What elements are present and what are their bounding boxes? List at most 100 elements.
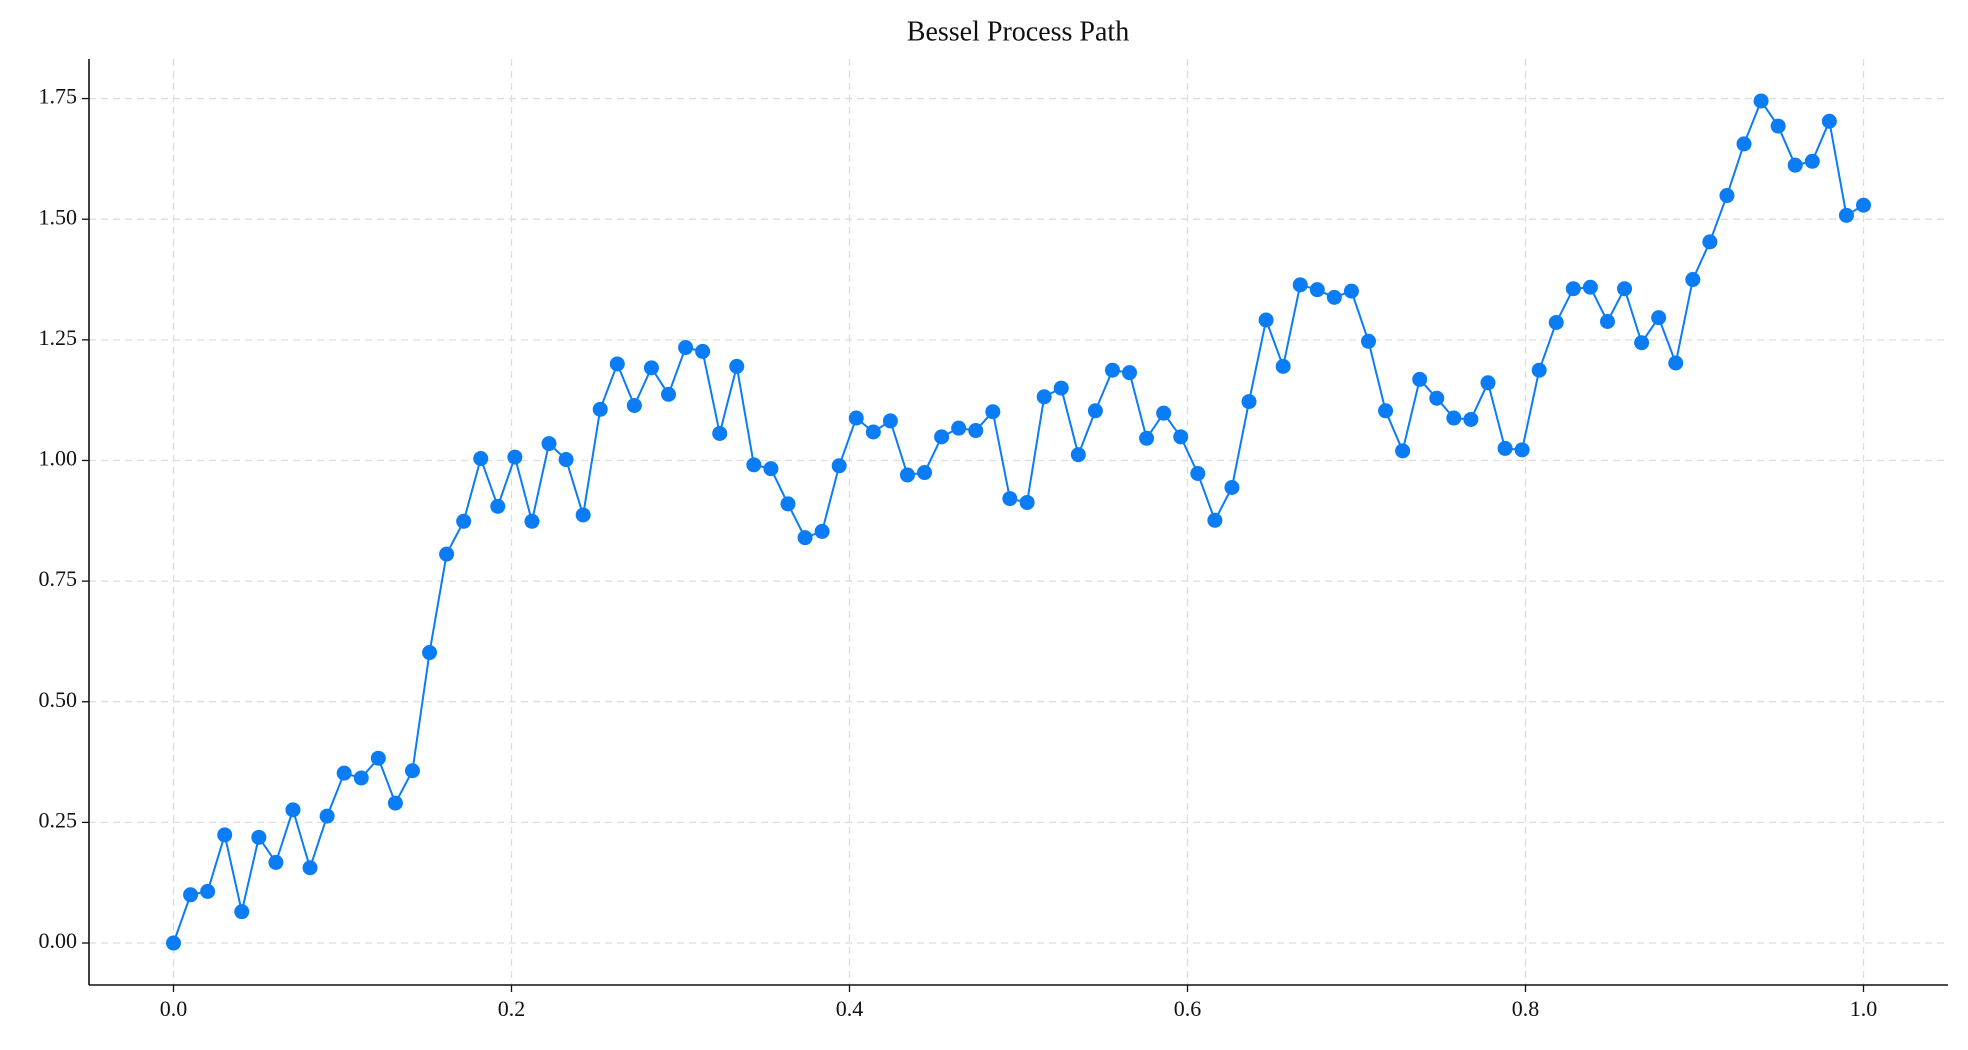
marker <box>985 404 1001 420</box>
marker <box>302 860 318 876</box>
marker <box>1002 491 1018 507</box>
marker <box>234 904 250 920</box>
marker <box>1548 314 1564 330</box>
marker <box>695 343 711 359</box>
marker <box>1702 234 1718 250</box>
marker <box>1497 440 1513 456</box>
y-tick-label: 1.75 <box>39 84 78 109</box>
marker <box>643 360 659 376</box>
line <box>172 98 1865 944</box>
y-tick-label: 0.00 <box>39 928 78 953</box>
marker <box>183 887 199 903</box>
marker <box>1292 277 1308 293</box>
marker <box>1753 93 1769 109</box>
marker <box>422 645 438 661</box>
marker <box>934 429 950 445</box>
marker <box>814 523 830 539</box>
marker <box>1685 272 1701 288</box>
marker <box>490 498 506 514</box>
marker <box>1531 362 1547 378</box>
y-tick-label: 0.50 <box>39 687 78 712</box>
marker <box>917 465 933 481</box>
marker <box>968 423 984 439</box>
y-tick-label: 1.25 <box>39 325 78 350</box>
y-tick-label: 1.50 <box>39 204 78 229</box>
marker <box>1241 394 1257 410</box>
marker <box>1736 136 1752 152</box>
marker <box>1122 365 1138 381</box>
marker <box>763 461 779 477</box>
x-tick-label: 1.0 <box>1850 996 1878 1021</box>
marker <box>1087 403 1103 419</box>
marker <box>865 424 881 440</box>
marker <box>1821 113 1837 129</box>
marker <box>1412 371 1428 387</box>
marker <box>1787 157 1803 173</box>
marker <box>1360 333 1376 349</box>
marker <box>353 770 369 786</box>
marker <box>387 795 403 811</box>
marker <box>1668 355 1684 371</box>
x-tick-label: 0.4 <box>836 996 864 1021</box>
marker <box>1343 283 1359 299</box>
marker <box>1104 362 1120 378</box>
marker <box>848 410 864 426</box>
marker <box>899 467 915 483</box>
y-tick-label: 0.25 <box>39 807 78 832</box>
marker <box>592 401 608 417</box>
marker <box>661 386 677 402</box>
marker <box>1514 442 1530 458</box>
marker <box>1770 118 1786 134</box>
x-tick-label: 0.2 <box>498 996 526 1021</box>
marker <box>1429 390 1445 406</box>
chart-title: Bessel Process Path <box>907 16 1129 47</box>
marker <box>831 458 847 474</box>
marker <box>166 935 181 951</box>
marker <box>1019 494 1035 510</box>
marker <box>319 808 335 824</box>
marker <box>1599 314 1615 330</box>
marker <box>1190 466 1206 482</box>
marker <box>1634 335 1650 351</box>
marker <box>1224 479 1240 495</box>
marker <box>1139 430 1155 446</box>
marker <box>1719 188 1735 204</box>
marker <box>1617 281 1633 297</box>
marker <box>1275 358 1291 374</box>
marker <box>1838 207 1854 223</box>
x-tick-label: 0.0 <box>160 996 188 1021</box>
marker <box>404 763 420 779</box>
marker <box>1156 405 1172 421</box>
marker <box>712 425 728 441</box>
marker <box>268 854 284 870</box>
y-tick-label: 0.75 <box>39 566 78 591</box>
marker <box>1651 310 1667 326</box>
marker <box>456 513 472 529</box>
marker <box>1463 411 1479 427</box>
marker <box>678 340 694 356</box>
marker <box>558 452 574 468</box>
marker <box>524 513 540 529</box>
marker <box>1395 443 1411 459</box>
marker <box>1053 380 1069 396</box>
marker <box>1173 429 1189 445</box>
marker <box>1804 153 1820 169</box>
marker <box>1446 410 1462 426</box>
marker <box>1480 375 1496 391</box>
marker <box>1856 197 1871 213</box>
marker <box>1036 389 1052 405</box>
marker <box>370 750 386 766</box>
marker <box>336 765 352 781</box>
marker <box>541 436 557 452</box>
marker <box>797 530 813 546</box>
marker <box>1326 289 1342 305</box>
marker <box>575 507 591 523</box>
marker <box>507 449 523 465</box>
marker <box>951 420 967 436</box>
marker <box>251 829 267 845</box>
marker <box>1378 403 1394 419</box>
marker <box>1070 447 1086 463</box>
marker <box>473 451 489 467</box>
x-tick-label: 0.6 <box>1174 996 1202 1021</box>
